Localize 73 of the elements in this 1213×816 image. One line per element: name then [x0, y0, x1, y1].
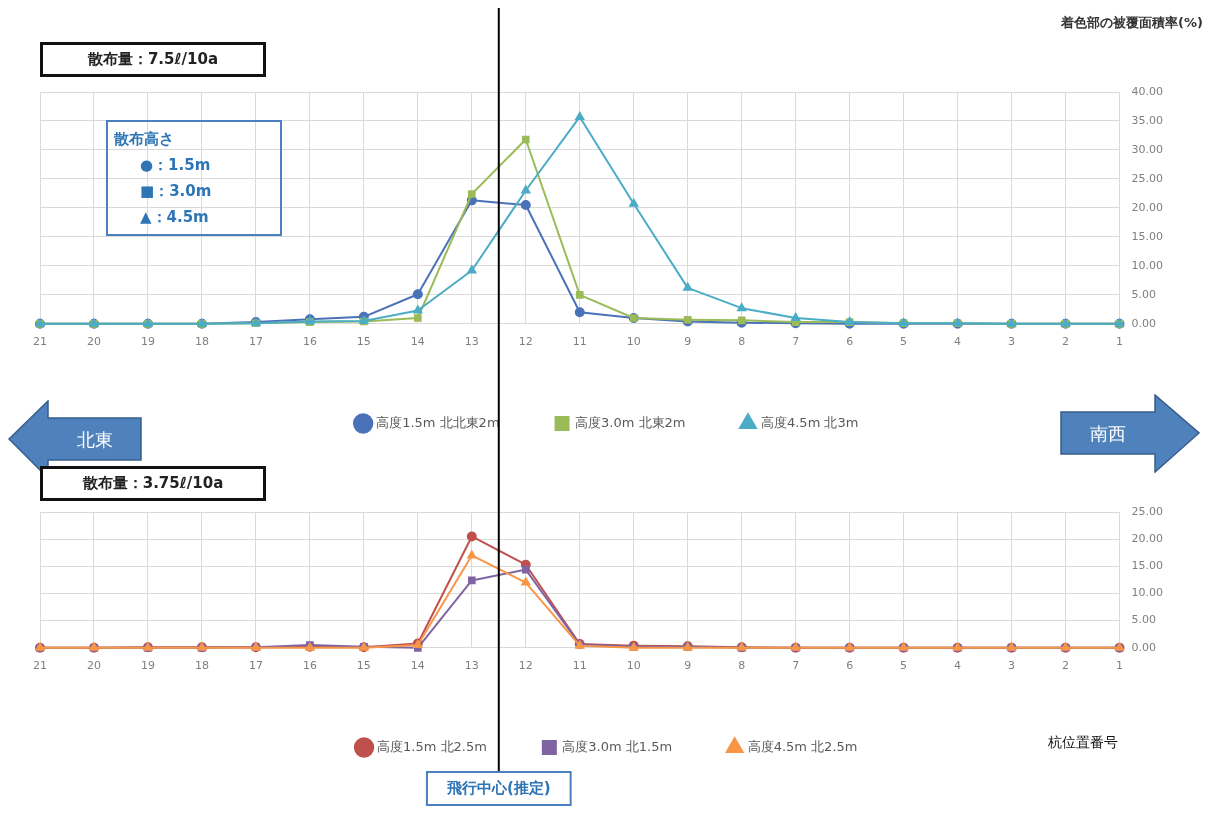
x-tick-label: 2: [1062, 659, 1070, 673]
annotation: ●：1.5m: [139, 155, 212, 176]
text: 南西: [1089, 422, 1127, 446]
x-tick-label: 11: [572, 335, 587, 349]
x-tick-label: 18: [194, 659, 209, 673]
x-tick-label: 11: [572, 659, 587, 673]
x-tick-label: 6: [846, 335, 854, 349]
y-tick-label: 10.00: [1131, 586, 1164, 600]
y-tick-label: 5.00: [1131, 613, 1157, 627]
y-tick-label: 25.00: [1131, 504, 1164, 518]
x-tick-label: 6: [846, 659, 854, 673]
y-tick-label: 25.00: [1131, 171, 1164, 185]
x-tick-label: 21: [33, 659, 47, 673]
legend-label: 高度4.5m 北3m: [760, 414, 859, 430]
x-tick-label: 8: [738, 659, 746, 673]
x-tick-label: 14: [410, 335, 425, 349]
y-tick-label: 30.00: [1131, 142, 1164, 156]
x-tick-label: 2: [1062, 335, 1070, 349]
x-tick-label: 17: [248, 335, 263, 349]
legend-label: 高度3.0m 北1.5m: [562, 738, 673, 754]
x-tick-label: 10: [626, 659, 641, 673]
x-tick-label: 9: [684, 335, 692, 349]
x-tick-label: 7: [792, 335, 800, 349]
y-tick-label: 15.00: [1131, 559, 1164, 573]
x-tick-label: 19: [140, 335, 155, 349]
text: 散布量：7.5ℓ/10a: [40, 42, 266, 77]
y-tick-label: 10.00: [1131, 258, 1164, 272]
y-tick-label: 20.00: [1131, 200, 1164, 214]
y-tick-label: 40.00: [1131, 84, 1164, 98]
annotation: ■：3.0m: [139, 181, 213, 202]
x-tick-label: 12: [518, 659, 533, 673]
y-tick-label: 5.00: [1131, 287, 1157, 301]
x-tick-label: 4: [954, 659, 962, 673]
x-tick-label: 17: [248, 659, 263, 673]
x-tick-label: 15: [356, 659, 371, 673]
x-tick-label: 20: [86, 335, 101, 349]
x-tick-label: 1: [1116, 659, 1124, 673]
x-tick-label: 3: [1008, 335, 1016, 349]
x-tick-label: 4: [954, 335, 962, 349]
x-tick-label: 10: [626, 335, 641, 349]
x-axis-title: 杭位置番号: [1048, 734, 1118, 752]
x-tick-label: 1: [1116, 335, 1124, 349]
x-tick-label: 5: [900, 659, 908, 673]
x-tick-label: 20: [86, 659, 101, 673]
y-axis-title: 着色部の被覆面積率(%): [1061, 14, 1203, 32]
x-tick-label: 12: [518, 335, 533, 349]
y-tick-label: 0.00: [1131, 640, 1157, 654]
x-tick-label: 9: [684, 659, 692, 673]
annotation: 散布高さ: [114, 129, 175, 150]
x-tick-label: 7: [792, 659, 800, 673]
text: 散布量：3.75ℓ/10a: [40, 466, 266, 501]
x-tick-label: 16: [302, 335, 317, 349]
x-tick-label: 14: [410, 659, 425, 673]
legend-label: 高度1.5m 北2.5m: [377, 738, 487, 754]
legend-label: 高度3.0m 北東2m: [575, 414, 686, 430]
x-tick-label: 5: [900, 335, 908, 349]
y-tick-label: 0.00: [1131, 316, 1157, 330]
x-tick-label: 19: [140, 659, 155, 673]
x-tick-label: 16: [302, 659, 317, 673]
x-tick-label: 18: [194, 335, 209, 349]
x-tick-label: 13: [464, 335, 479, 349]
annotation: ▲：4.5m: [139, 207, 210, 228]
y-tick-label: 20.00: [1131, 532, 1164, 546]
legend-label: 高度4.5m 北2.5m: [747, 738, 858, 754]
ref-line-label: 飛行中心(推定): [445, 778, 551, 797]
y-tick-label: 15.00: [1131, 229, 1164, 243]
x-tick-label: 15: [356, 335, 371, 349]
x-tick-label: 3: [1008, 659, 1016, 673]
y-tick-label: 35.00: [1131, 113, 1164, 127]
x-tick-label: 13: [464, 659, 479, 673]
x-tick-label: 21: [33, 335, 47, 349]
x-tick-label: 8: [738, 335, 746, 349]
text: 北東: [75, 428, 114, 452]
